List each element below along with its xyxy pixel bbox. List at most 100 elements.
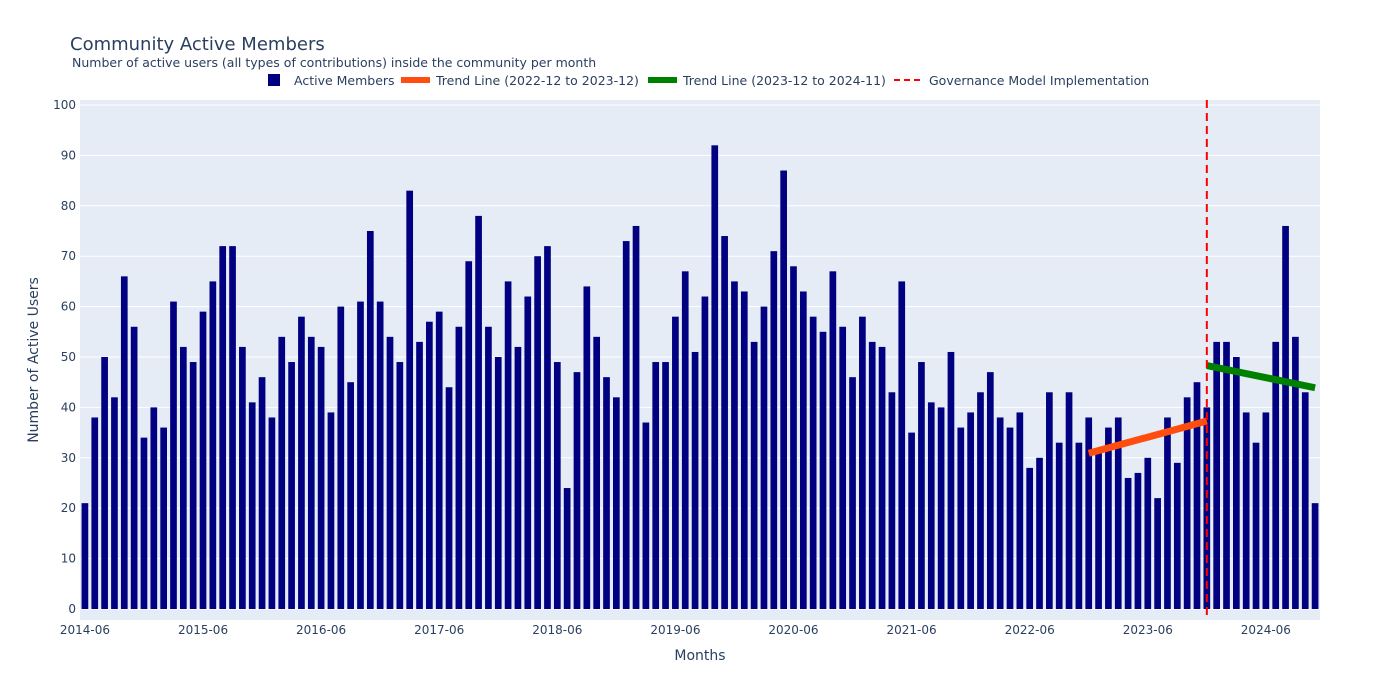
bar [957, 427, 965, 609]
bar [337, 306, 345, 609]
bar [219, 246, 227, 609]
bar [1292, 336, 1299, 609]
bar [1085, 417, 1093, 609]
bar [1105, 427, 1112, 609]
bar [248, 402, 256, 609]
bar [918, 362, 925, 609]
bar [455, 326, 463, 609]
x-tick-label: 2018-06 [532, 623, 582, 637]
y-tick-label: 0 [68, 602, 76, 616]
y-tick-label: 90 [61, 148, 76, 162]
bar [967, 412, 974, 609]
bar [130, 326, 138, 609]
y-tick-label: 50 [61, 350, 76, 364]
bar [298, 316, 305, 609]
bar [799, 291, 807, 609]
bar [1036, 457, 1043, 609]
chart-subtitle: Number of active users (all types of con… [72, 55, 596, 70]
bar [1046, 392, 1053, 609]
bar [111, 397, 118, 609]
bar [1242, 412, 1250, 609]
bar [524, 296, 532, 609]
y-tick-label: 20 [61, 501, 76, 515]
trend-line-1 [1087, 417, 1208, 457]
bar [849, 377, 856, 609]
legend-item-trend-1[interactable]: Trend Line (2022-12 to 2023-12) [401, 73, 639, 88]
bar [475, 215, 482, 609]
bar [288, 362, 295, 609]
legend-item-trend-2[interactable]: Trend Line (2023-12 to 2024-11) [648, 73, 886, 88]
bar [1065, 392, 1073, 609]
y-tick-label: 30 [61, 451, 76, 465]
bar [750, 341, 758, 609]
bar [1213, 341, 1221, 609]
bar [721, 236, 728, 610]
bar [1075, 442, 1083, 609]
bar [1026, 467, 1034, 609]
y-tick-label: 10 [61, 552, 76, 566]
bar [278, 336, 286, 609]
x-tick-label: 2022-06 [1005, 623, 1055, 637]
bar [435, 311, 443, 609]
bar [731, 281, 738, 609]
bar [101, 357, 108, 609]
bar [908, 432, 915, 609]
bar [416, 341, 423, 609]
gridlines [80, 104, 1320, 610]
legend[interactable]: Active Members Trend Line (2022-12 to 20… [268, 73, 1149, 88]
bar [868, 341, 876, 609]
bar [150, 407, 158, 609]
bar [81, 503, 89, 609]
bar [622, 241, 630, 609]
y-tick-label: 80 [61, 199, 76, 213]
y-axis-ticks: 0 10 20 30 40 50 60 70 80 90 100 [53, 98, 76, 616]
bar [347, 382, 354, 609]
bar [1311, 503, 1319, 609]
legend-label-trend-1: Trend Line (2022-12 to 2023-12) [435, 73, 639, 88]
bar [760, 306, 768, 609]
y-tick-label: 40 [61, 400, 76, 414]
bar [770, 251, 778, 609]
bar [1134, 472, 1142, 609]
bar [1154, 498, 1161, 609]
bar [996, 417, 1004, 609]
bar [189, 362, 197, 609]
bar [386, 336, 394, 609]
bar [1262, 412, 1270, 609]
plot-area [80, 100, 1320, 620]
bar [1006, 427, 1014, 609]
legend-item-governance[interactable]: Governance Model Implementation [894, 73, 1149, 88]
bar [563, 488, 571, 609]
y-tick-label: 70 [61, 249, 76, 263]
legend-item-active-members[interactable]: Active Members [268, 73, 395, 88]
x-tick-label: 2020-06 [768, 623, 818, 637]
y-axis-title: Number of Active Users [26, 277, 42, 443]
bar [544, 246, 551, 609]
chart-title: Community Active Members [70, 34, 325, 55]
bar [691, 351, 699, 609]
bars [81, 145, 1319, 610]
bar [1282, 225, 1289, 609]
bar [672, 316, 679, 609]
bar [140, 437, 148, 609]
bar [927, 402, 935, 609]
bar [662, 362, 669, 609]
bar [898, 281, 906, 609]
bar [573, 372, 581, 609]
bar [120, 276, 128, 609]
bar [839, 326, 847, 609]
bar [593, 336, 601, 609]
legend-label-active-members: Active Members [294, 73, 395, 88]
bar [1301, 392, 1309, 609]
x-axis-ticks: 2014-06 2015-06 2016-06 2017-06 2018-06 2019-… [60, 623, 1291, 637]
bar [829, 271, 837, 609]
bar [91, 417, 99, 609]
bar [1193, 382, 1201, 609]
bar [790, 266, 797, 609]
bar [859, 316, 866, 609]
y-tick-label: 100 [53, 98, 76, 112]
bar [445, 387, 453, 609]
bar [307, 336, 315, 609]
bar [681, 271, 689, 609]
bar [1233, 357, 1240, 609]
